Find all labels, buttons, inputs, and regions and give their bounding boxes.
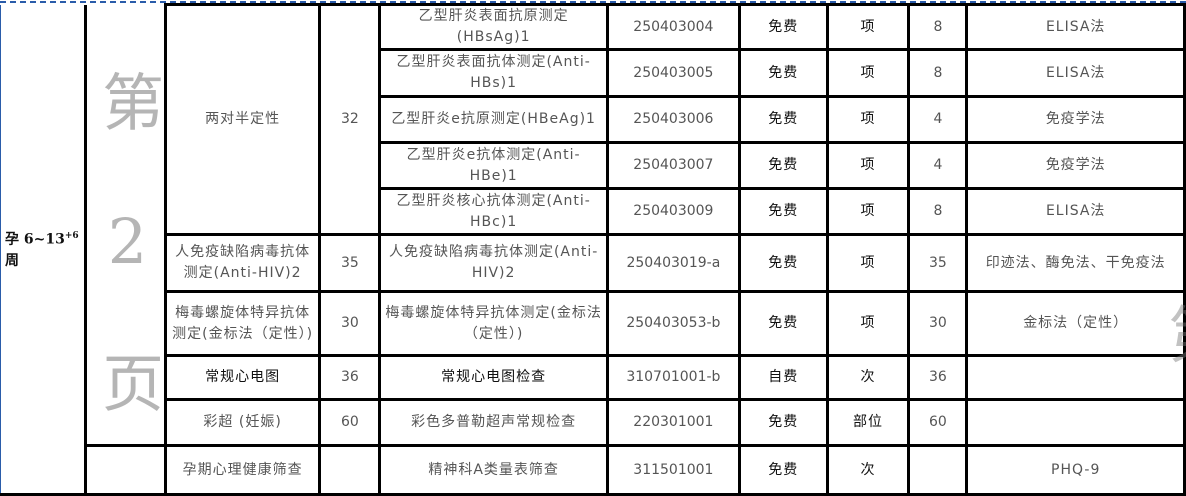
group-price: 60: [318, 398, 382, 447]
stage-sup: +6: [64, 230, 79, 241]
item-code: 250403053-b: [605, 290, 741, 357]
group-price: 36: [318, 354, 382, 401]
unit-price: 8: [907, 187, 969, 236]
stage-prefix: 孕 6~13: [5, 231, 65, 248]
method: ELISA法: [966, 3, 1186, 51]
sub-item-name: 精神科A类量表筛查: [378, 444, 609, 496]
unit-price: [907, 444, 969, 496]
table-row: 梅毒螺旋体特异抗体测定(金标法（定性）) 30 梅毒螺旋体特异抗体测定(金标法（定性…: [1, 290, 1186, 357]
sub-item-name: 乙型肝炎表面抗原测定(HBsAg)1: [378, 3, 609, 51]
unit-price: 30: [907, 290, 969, 357]
stage-suffix: 周: [5, 252, 19, 269]
unit-price: 60: [907, 398, 969, 447]
method: 印迹法、酶免法、干免疫法: [966, 233, 1186, 293]
table-row: 人免疫缺陷病毒抗体测定(Anti-HIV)2 35 人免疫缺陷病毒抗体测定(Anti…: [1, 233, 1186, 293]
group-item: 彩超 (妊娠): [163, 398, 322, 447]
unit: 项: [825, 48, 911, 98]
group-price: [318, 444, 382, 496]
table-row: 乙型肝炎核心抗体测定(Anti-HBc)1 250403009 免费项 8 ELISA法: [1, 187, 1186, 236]
unit: 次: [825, 354, 911, 401]
unit-price: 4: [907, 95, 969, 144]
unit: 项: [825, 141, 911, 190]
fee-type: 免费: [737, 444, 829, 496]
fee-type: 免费: [737, 398, 829, 447]
fee-type: 免费: [737, 290, 829, 357]
table-row: 乙型肝炎表面抗体测定(Anti-HBs)1 250403005 免费项 8 ELISA法: [1, 48, 1186, 98]
method: ELISA法: [966, 187, 1186, 236]
unit: 部位: [825, 398, 911, 447]
blank-cell: [83, 445, 167, 496]
unit: 项: [825, 187, 911, 236]
fee-type: 免费: [737, 141, 829, 190]
fee-type: 自费: [737, 354, 829, 401]
item-code: 250403009: [605, 187, 741, 236]
group-item: 两对半定性: [163, 3, 322, 236]
unit-price: 8: [907, 3, 969, 51]
method: ELISA法: [966, 48, 1186, 98]
group-item: 常规心电图: [163, 354, 322, 401]
table-row: 孕期心理健康筛查 精神科A类量表筛查 311501001 免费次 PHQ-9: [1, 444, 1186, 496]
group-price: 30: [318, 290, 382, 357]
sub-item-name: 乙型肝炎e抗原测定(HBeAg)1: [378, 95, 609, 144]
item-code: 250403004: [605, 3, 741, 51]
sub-item-name: 人免疫缺陷病毒抗体测定(Anti-HIV)2: [378, 233, 609, 293]
item-code: 250403005: [605, 48, 741, 98]
unit-price: 36: [907, 354, 969, 401]
unit: 项: [825, 3, 911, 51]
sub-item-name: 乙型肝炎表面抗体测定(Anti-HBs)1: [378, 48, 609, 98]
table-row: 彩超 (妊娠) 60 彩色多普勒超声常规检查 220301001 免费 部位 60: [1, 398, 1186, 447]
item-code: 311501001: [605, 444, 741, 496]
method: [966, 354, 1186, 401]
sub-item-name: 梅毒螺旋体特异抗体测定(金标法（定性）): [378, 290, 609, 357]
item-code: 250403019-a: [605, 233, 741, 293]
unit: 项: [825, 95, 911, 144]
group-price: 32: [318, 3, 382, 236]
fee-type: 免费: [737, 3, 829, 51]
table-row: 乙型肝炎e抗原测定(HBeAg)1 250403006 免费项 4 免疫学法: [1, 95, 1186, 144]
item-code: 220301001: [605, 398, 741, 447]
unit-price: 35: [907, 233, 969, 293]
method: 免疫学法: [966, 141, 1186, 190]
item-code: 250403007: [605, 141, 741, 190]
fee-type: 免费: [737, 48, 829, 98]
fee-type: 免费: [737, 233, 829, 293]
table-row: 常规心电图 36 常规心电图检查 310701001-b 自费次 36: [1, 354, 1186, 401]
fee-table: 孕 6~13+6 周两对半定性 32 乙型肝炎表面抗原测定(HBsAg)1 25040…: [0, 3, 1186, 496]
unit: 项: [825, 233, 911, 293]
item-code: 310701001-b: [605, 354, 741, 401]
sub-item-name: 彩色多普勒超声常规检查: [378, 398, 609, 447]
table-row: 孕 6~13+6 周两对半定性 32 乙型肝炎表面抗原测定(HBsAg)1 25040…: [0, 3, 1186, 496]
group-item: 梅毒螺旋体特异抗体测定(金标法（定性）): [163, 290, 322, 357]
page-break-line: [0, 1, 1186, 3]
unit-price: 8: [907, 48, 969, 98]
sub-item-name: 乙型肝炎e抗体测定(Anti-HBe)1: [378, 141, 609, 190]
group-item: 人免疫缺陷病毒抗体测定(Anti-HIV)2: [163, 233, 322, 293]
group-price: 35: [318, 233, 382, 293]
item-code: 250403006: [605, 95, 741, 144]
unit: 项: [825, 290, 911, 357]
blank-cell: [83, 4, 167, 447]
method: [966, 398, 1186, 447]
unit-price: 4: [907, 141, 969, 190]
unit: 次: [825, 444, 911, 496]
sub-item-name: 常规心电图检查: [378, 354, 609, 401]
method: 金标法（定性）: [966, 290, 1186, 357]
stage-label: 孕 6~13+6 周: [0, 4, 87, 496]
group-item: 孕期心理健康筛查: [163, 444, 322, 496]
sub-item-name: 乙型肝炎核心抗体测定(Anti-HBc)1: [378, 187, 609, 236]
fee-type: 免费: [737, 187, 829, 236]
table-row: 乙型肝炎e抗体测定(Anti-HBe)1 250403007 免费项 4 免疫学法: [1, 141, 1186, 190]
method: PHQ-9: [966, 444, 1186, 496]
fee-type: 免费: [737, 95, 829, 144]
method: 免疫学法: [966, 95, 1186, 144]
